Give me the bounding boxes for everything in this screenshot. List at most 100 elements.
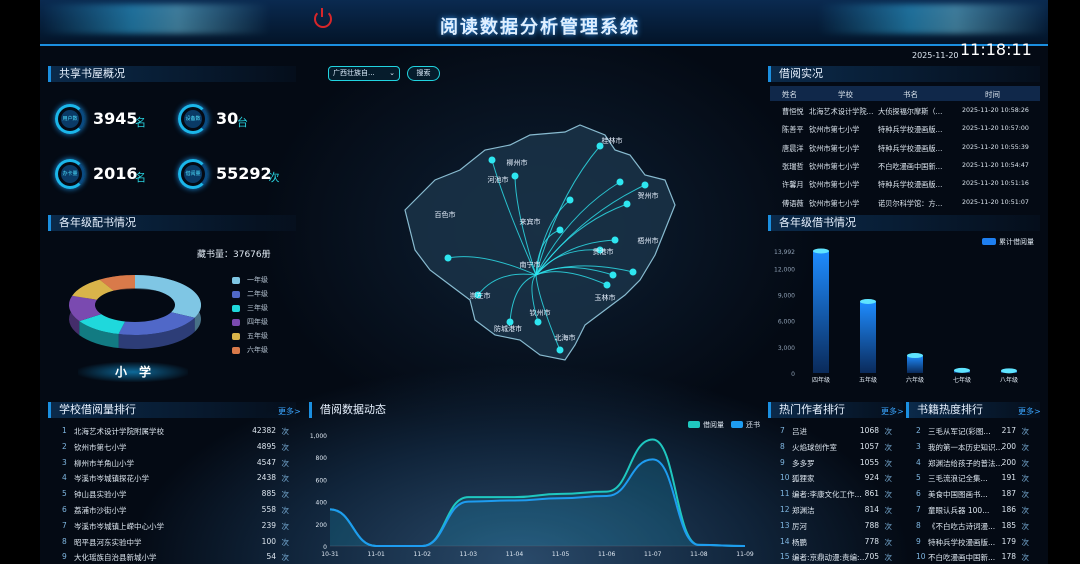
search-button[interactable]: 搜索: [407, 66, 440, 81]
list-item[interactable]: 12 郑渊洁 814 次: [780, 505, 892, 517]
donut-slice-六年级[interactable]: [99, 275, 135, 291]
bar-五年级[interactable]: [860, 301, 876, 373]
list-item[interactable]: 8 火焰球创作室 1057 次: [780, 442, 892, 454]
item-count: 814: [864, 505, 879, 514]
donut-slice-三年级[interactable]: [79, 314, 126, 335]
map-point[interactable]: [603, 281, 611, 289]
map-point[interactable]: [596, 246, 604, 254]
list-item[interactable]: 4 岑溪市岑城镇探花小学 2438 次: [62, 473, 289, 485]
books-more-link[interactable]: 更多>: [1018, 407, 1041, 416]
list-item[interactable]: 3 柳州市羊角山小学 4547 次: [62, 458, 289, 470]
map-point[interactable]: [609, 271, 617, 279]
list-item[interactable]: 7 童眼认兵器 100... 186 次: [916, 505, 1029, 517]
item-unit: 次: [884, 537, 893, 547]
map-point[interactable]: [474, 291, 482, 299]
list-item[interactable]: 11 编者:李康文化工作... 861 次: [780, 489, 892, 501]
item-count: 1055: [859, 457, 879, 467]
list-item[interactable]: 5 三毛流浪记全集... 191 次: [916, 473, 1029, 485]
bar-cap: [813, 248, 829, 254]
map-point[interactable]: [611, 236, 619, 244]
list-item[interactable]: 14 杨鹏 778 次: [780, 537, 892, 549]
rank-number: 12: [780, 505, 790, 514]
list-item[interactable]: 10 狐狸家 924 次: [780, 473, 892, 485]
donut-slice-side: [118, 317, 195, 349]
list-item[interactable]: 5 钟山县实验小学 885 次: [62, 489, 289, 501]
list-item[interactable]: 3 我的第一本历史知识... 200 次: [916, 442, 1029, 454]
map-point[interactable]: [506, 318, 514, 326]
list-item[interactable]: 6 荔浦市沙街小学 558 次: [62, 505, 289, 517]
map-point[interactable]: [566, 196, 574, 204]
bar-cap: [860, 299, 876, 305]
x-tick-label: 六年级: [906, 376, 924, 384]
list-item[interactable]: 9 大化瑶族自治县新城小学 54 次: [62, 552, 289, 564]
list-item[interactable]: 1 北海艺术设计学院附属学校 42382 次: [62, 426, 289, 438]
donut-slice-四年级[interactable]: [69, 295, 102, 322]
list-item[interactable]: 8 昭平县河东实验中学 100 次: [62, 537, 289, 549]
bar-六年级[interactable]: [907, 355, 923, 373]
stat-unit: 台: [237, 116, 248, 129]
city-label: 梧州市: [638, 236, 659, 245]
flow-line: [535, 267, 614, 276]
list-item[interactable]: 9 特种兵学校漫画版... 179 次: [916, 537, 1029, 549]
donut-slice-五年级[interactable]: [72, 279, 114, 300]
list-item[interactable]: 10 不白吃漫画中国新... 178 次: [916, 552, 1029, 564]
bar-cap: [907, 353, 923, 359]
school-rank-more-link[interactable]: 更多>: [278, 407, 301, 416]
map-point[interactable]: [623, 200, 631, 208]
map-point[interactable]: [444, 254, 452, 262]
list-item[interactable]: 6 美食中国图画书... 187 次: [916, 489, 1029, 501]
map-point[interactable]: [629, 268, 637, 276]
city-label: 南宁市: [520, 260, 541, 269]
donut-slice-一年级[interactable]: [135, 275, 201, 318]
flow-line: [514, 175, 537, 276]
item-name: 钦州市第七小学: [74, 442, 127, 452]
record-cell: 钦州市第七小学: [809, 180, 860, 190]
item-count: 185: [1001, 520, 1016, 530]
level-label: 小 学: [78, 362, 188, 382]
series-line-还书量[interactable]: [329, 458, 746, 547]
map-point[interactable]: [641, 181, 649, 189]
item-count: 1057: [859, 441, 879, 451]
y-tick-label: 0: [323, 544, 327, 551]
record-cell: 傅语薇: [782, 198, 804, 208]
map-point[interactable]: [534, 318, 542, 326]
region-select-value: 广西壮族自...: [333, 69, 375, 77]
map-point[interactable]: [556, 226, 564, 234]
item-count: 191: [1001, 473, 1016, 483]
map-point[interactable]: [596, 142, 604, 150]
rank-number: 1: [62, 426, 67, 435]
item-unit: 次: [884, 442, 893, 452]
map-point[interactable]: [488, 156, 496, 164]
list-item[interactable]: 7 岑溪市岑城镇上嵘中心小学 239 次: [62, 521, 289, 533]
list-item[interactable]: 2 三毛从军记(彩图... 217 次: [916, 426, 1029, 438]
records-table-header: [770, 86, 1040, 101]
list-item[interactable]: 7 吕进 1068 次: [780, 426, 892, 438]
page-title: 阅读数据分析管理系统: [440, 17, 640, 38]
city-label: 百色市: [435, 210, 456, 219]
donut-slice-二年级[interactable]: [118, 312, 195, 335]
map-point[interactable]: [556, 346, 564, 354]
bar-四年级[interactable]: [813, 251, 829, 373]
item-unit: 次: [1021, 427, 1030, 436]
region-select[interactable]: 广西壮族自... ⌄: [328, 66, 400, 81]
list-item[interactable]: 13 厉河 788 次: [780, 521, 892, 533]
power-icon[interactable]: [314, 8, 332, 28]
trend-chart: 0 200 400 600 800 1,000 10-31 11-01 11-02 11-03 11…: [310, 420, 760, 558]
item-unit: 次: [884, 506, 893, 515]
city-label: 柳州市: [507, 158, 528, 167]
authors-more-link[interactable]: 更多>: [881, 407, 904, 416]
item-name: 岑溪市岑城镇上嵘中心小学: [74, 521, 164, 531]
list-item[interactable]: 2 钦州市第七小学 4895 次: [62, 442, 289, 454]
y-tick-label: 0: [791, 371, 795, 378]
item-name: 《不白吃古诗词漫...: [928, 521, 996, 531]
list-item[interactable]: 4 郑渊洁给孩子的普法... 200 次: [916, 458, 1029, 470]
list-item[interactable]: 15 编者:京鼎动漫:责编:... 705 次: [780, 552, 892, 564]
map-point[interactable]: [616, 178, 624, 186]
city-label: 防城港市: [494, 324, 522, 333]
flow-line: [531, 274, 539, 323]
map-point[interactable]: [511, 172, 519, 180]
list-item[interactable]: 8 《不白吃古诗词漫... 185 次: [916, 521, 1029, 533]
list-item[interactable]: 9 多多罗 1055 次: [780, 458, 892, 470]
item-name: 三毛流浪记全集...: [928, 474, 988, 484]
